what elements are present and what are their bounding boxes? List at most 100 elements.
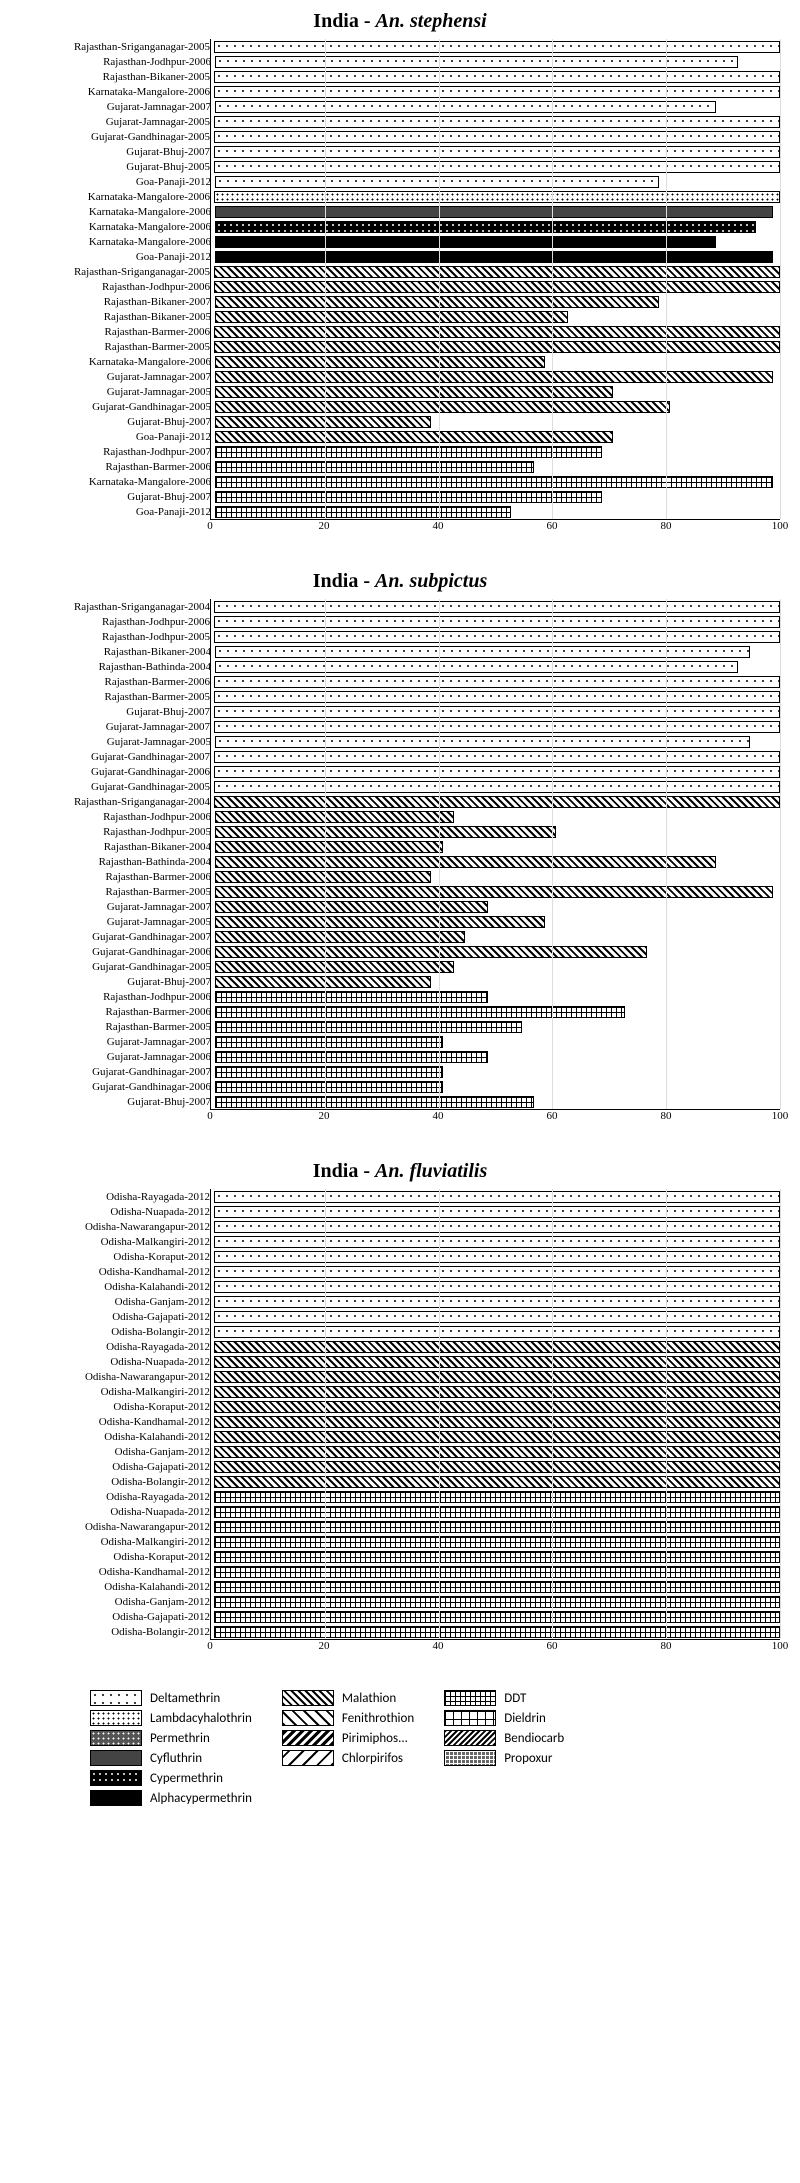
bar-row: Gujarat-Gandhinagar-2006 <box>211 1079 780 1094</box>
bar <box>214 1401 780 1413</box>
gridline <box>780 39 781 519</box>
bar-label: Odisha-Nawarangapur-2012 <box>11 1521 214 1533</box>
gridline <box>666 1189 667 1639</box>
bar-label: Goa-Panaji-2012 <box>11 431 215 443</box>
x-axis: 020406080100 <box>210 1640 780 1660</box>
gridline <box>325 39 326 519</box>
legend-label: Fenithrothion <box>342 1711 414 1726</box>
bar <box>214 1356 780 1368</box>
gridline <box>552 599 553 1109</box>
x-tick: 0 <box>207 1640 213 1652</box>
bars-container: Rajasthan-Sriganganagar-2004Rajasthan-Jo… <box>211 599 780 1109</box>
bar-label: Odisha-Gajapati-2012 <box>11 1311 214 1323</box>
bar <box>215 296 659 308</box>
gridline <box>666 599 667 1109</box>
chart-title: India - An. fluviatilis <box>10 1160 790 1183</box>
bar <box>215 736 750 748</box>
legend-column: MalathionFenithrothionPirimiphos...Chlor… <box>282 1690 414 1806</box>
bar-row: Gujarat-Jamnagar-2007 <box>211 899 780 914</box>
bar-label: Rajasthan-Jodhpur-2005 <box>11 631 214 643</box>
bar-row: Odisha-Ganjam-2012 <box>211 1444 780 1459</box>
legend-swatch <box>282 1750 334 1766</box>
bar-label: Rajasthan-Jodhpur-2006 <box>11 811 215 823</box>
bar-label: Odisha-Kalahandi-2012 <box>11 1581 214 1593</box>
bar-row: Rajasthan-Bikaner-2005 <box>211 309 780 324</box>
bar <box>215 221 756 233</box>
legend-item: Deltamethrin <box>90 1690 252 1706</box>
bar-label: Odisha-Rayagada-2012 <box>11 1491 214 1503</box>
bar-label: Rajasthan-Jodhpur-2006 <box>11 616 214 628</box>
legend-item: Chlorpirifos <box>282 1750 414 1766</box>
bar-row: Odisha-Gajapati-2012 <box>211 1459 780 1474</box>
bar <box>215 431 613 443</box>
bar-label: Gujarat-Jamnagar-2007 <box>11 101 215 113</box>
bar-row: Rajasthan-Bathinda-2004 <box>211 659 780 674</box>
bar-row: Gujarat-Jamnagar-2005 <box>211 114 780 129</box>
chart-area: Rajasthan-Sriganganagar-2004Rajasthan-Jo… <box>210 599 780 1110</box>
bar-label: Gujarat-Bhuj-2007 <box>11 416 215 428</box>
bar <box>214 616 780 628</box>
bar-label: Rajasthan-Bikaner-2004 <box>11 841 215 853</box>
legend-swatch <box>90 1730 142 1746</box>
bar-label: Karnataka-Mangalore-2006 <box>11 221 215 233</box>
legend-swatch <box>90 1770 142 1786</box>
chart-country: India <box>313 570 359 592</box>
bar <box>214 1581 780 1593</box>
bar-row: Gujarat-Bhuj-2005 <box>211 159 780 174</box>
bar-row: Gujarat-Bhuj-2007 <box>211 974 780 989</box>
bar <box>215 661 738 673</box>
bar <box>215 371 773 383</box>
bar <box>214 781 780 793</box>
bar-row: Karnataka-Mangalore-2006 <box>211 189 780 204</box>
bar-label: Gujarat-Jamnagar-2005 <box>11 116 214 128</box>
legend-item: Fenithrothion <box>282 1710 414 1726</box>
bar-label: Rajasthan-Barmer-2006 <box>11 326 214 338</box>
bar-label: Rajasthan-Barmer-2005 <box>11 1021 215 1033</box>
gridline <box>439 1189 440 1639</box>
bar-label: Rajasthan-Sriganganagar-2004 <box>11 601 214 613</box>
bar-label: Odisha-Nawarangapur-2012 <box>11 1371 214 1383</box>
bar-label: Rajasthan-Jodhpur-2007 <box>11 446 215 458</box>
gridline <box>325 1189 326 1639</box>
bar-label: Odisha-Ganjam-2012 <box>11 1446 214 1458</box>
bar-label: Odisha-Bolangir-2012 <box>11 1476 214 1488</box>
bar-row: Goa-Panaji-2012 <box>211 504 780 519</box>
bar-row: Gujarat-Gandhinagar-2007 <box>211 1064 780 1079</box>
bar-row: Gujarat-Jamnagar-2007 <box>211 99 780 114</box>
bar-row: Rajasthan-Barmer-2006 <box>211 459 780 474</box>
bar-row: Odisha-Koraput-2012 <box>211 1549 780 1564</box>
bar-label: Gujarat-Gandhinagar-2007 <box>11 931 215 943</box>
bar-label: Gujarat-Gandhinagar-2005 <box>11 401 215 413</box>
bar <box>215 251 773 263</box>
bar-row: Odisha-Nuapada-2012 <box>211 1204 780 1219</box>
bar <box>215 991 488 1003</box>
bar-label: Gujarat-Bhuj-2007 <box>11 706 214 718</box>
bar <box>215 946 647 958</box>
bar <box>214 1341 780 1353</box>
bar <box>215 841 443 853</box>
legend-label: Alphacypermethrin <box>150 1791 252 1806</box>
bar <box>214 146 780 158</box>
bar-row: Rajasthan-Barmer-2005 <box>211 339 780 354</box>
bar-label: Odisha-Kandhamal-2012 <box>11 1266 214 1278</box>
bar-label: Gujarat-Jamnagar-2005 <box>11 386 215 398</box>
bar-row: Rajasthan-Jodhpur-2006 <box>211 279 780 294</box>
chart-title: India - An. subpictus <box>10 570 790 593</box>
bar-label: Rajasthan-Bikaner-2007 <box>11 296 215 308</box>
bar-row: Rajasthan-Bikaner-2004 <box>211 644 780 659</box>
bar-label: Gujarat-Jamnagar-2007 <box>11 721 214 733</box>
bar <box>215 386 613 398</box>
bars-container: Odisha-Rayagada-2012Odisha-Nuapada-2012O… <box>211 1189 780 1639</box>
bar-label: Gujarat-Jamnagar-2005 <box>11 736 215 748</box>
bar <box>215 811 454 823</box>
bar-row: Gujarat-Gandhinagar-2006 <box>211 944 780 959</box>
bar <box>215 826 556 838</box>
bar-label: Gujarat-Gandhinagar-2005 <box>11 781 214 793</box>
bar <box>214 676 780 688</box>
bar-label: Goa-Panaji-2012 <box>11 176 215 188</box>
bar <box>214 1506 780 1518</box>
chart-species: An. subpictus <box>375 570 487 592</box>
x-tick: 40 <box>433 1110 444 1122</box>
bar <box>215 871 431 883</box>
bar-row: Goa-Panaji-2012 <box>211 174 780 189</box>
